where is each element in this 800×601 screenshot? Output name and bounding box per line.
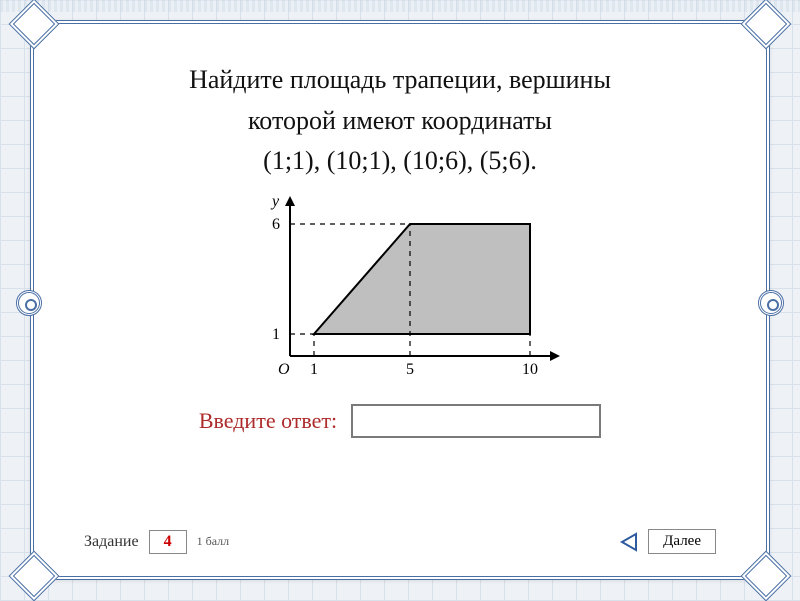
question-text-line1: Найдите площадь трапеции, вершины — [84, 64, 716, 97]
chart-container: 151016Oxy — [84, 186, 716, 386]
next-button[interactable]: Далее — [648, 529, 716, 554]
top-decorative-band — [0, 0, 800, 12]
svg-text:10: 10 — [522, 361, 538, 378]
footer-bar: Задание 4 1 балл Далее — [84, 529, 716, 554]
footer-left: Задание 4 1 балл — [84, 530, 229, 554]
svg-text:6: 6 — [272, 216, 280, 233]
footer-right: Далее — [618, 529, 716, 554]
svg-text:y: y — [270, 193, 280, 210]
task-points: 1 балл — [197, 534, 230, 549]
trapezoid-chart: 151016Oxy — [240, 186, 560, 386]
task-number: 4 — [149, 530, 187, 554]
svg-text:O: O — [278, 361, 290, 378]
answer-label: Введите ответ: — [199, 408, 337, 434]
answer-row: Введите ответ: — [84, 404, 716, 438]
svg-text:1: 1 — [272, 326, 280, 343]
question-text-line3: (1;1), (10;1), (10;6), (5;6). — [84, 145, 716, 178]
frame-knob-right — [758, 290, 784, 316]
frame-corner — [9, 551, 60, 601]
task-label: Задание — [84, 533, 139, 551]
previous-icon[interactable] — [618, 531, 640, 553]
svg-text:5: 5 — [406, 361, 414, 378]
content-frame: Найдите площадь трапеции, вершины которо… — [30, 20, 770, 580]
frame-corner — [741, 551, 792, 601]
question-text-line2: которой имеют координаты — [84, 105, 716, 138]
svg-text:1: 1 — [310, 361, 318, 378]
answer-input[interactable] — [351, 404, 601, 438]
frame-knob-left — [16, 290, 42, 316]
